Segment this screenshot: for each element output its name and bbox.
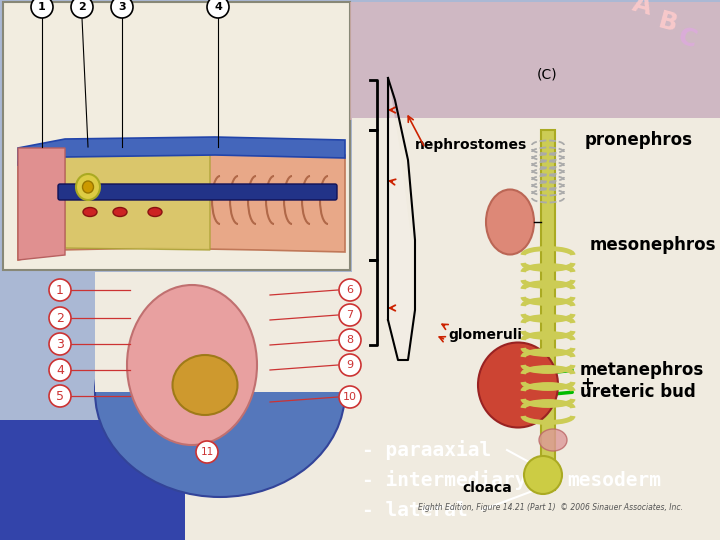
Text: nephrostomes: nephrostomes [415, 138, 527, 152]
Text: cloaca: cloaca [462, 481, 512, 495]
Polygon shape [18, 148, 65, 260]
Text: B: B [655, 9, 680, 37]
Ellipse shape [83, 181, 94, 193]
Text: 7: 7 [346, 310, 354, 320]
Ellipse shape [539, 429, 567, 451]
Text: +: + [580, 375, 594, 393]
Text: ureteric bud: ureteric bud [580, 383, 696, 401]
Text: 2: 2 [78, 2, 86, 12]
FancyBboxPatch shape [58, 184, 337, 200]
Ellipse shape [173, 355, 238, 415]
Text: 4: 4 [214, 2, 222, 12]
Circle shape [339, 354, 361, 376]
Circle shape [339, 279, 361, 301]
Ellipse shape [524, 456, 562, 494]
Text: 2: 2 [56, 312, 64, 325]
Text: 11: 11 [200, 447, 214, 457]
FancyBboxPatch shape [352, 422, 712, 537]
Text: 3: 3 [56, 338, 64, 350]
Text: 6: 6 [346, 285, 354, 295]
Ellipse shape [76, 174, 100, 200]
Circle shape [339, 386, 361, 408]
Text: 8: 8 [346, 335, 354, 345]
Ellipse shape [478, 342, 558, 428]
Bar [95, 272, 350, 392]
Ellipse shape [95, 287, 345, 497]
Ellipse shape [113, 207, 127, 217]
Circle shape [207, 0, 229, 18]
FancyBboxPatch shape [352, 118, 720, 540]
Circle shape [339, 304, 361, 326]
Text: - paraaxial: - paraaxial [362, 440, 491, 460]
Text: glomeruli: glomeruli [448, 328, 522, 342]
Circle shape [339, 329, 361, 351]
Text: - lateral: - lateral [362, 501, 468, 519]
Circle shape [49, 333, 71, 355]
Circle shape [111, 0, 133, 18]
Ellipse shape [148, 207, 162, 217]
Text: 5: 5 [56, 389, 64, 402]
Circle shape [49, 307, 71, 329]
Circle shape [196, 441, 218, 463]
FancyBboxPatch shape [0, 420, 185, 540]
Circle shape [49, 359, 71, 381]
Text: pronephros: pronephros [585, 131, 693, 149]
Text: 1: 1 [56, 284, 64, 296]
Text: 4: 4 [56, 363, 64, 376]
Circle shape [71, 0, 93, 18]
Text: A: A [630, 0, 655, 20]
Text: (C): (C) [536, 68, 557, 82]
Polygon shape [18, 148, 345, 260]
Circle shape [49, 385, 71, 407]
Text: mesonephros: mesonephros [590, 236, 716, 254]
Circle shape [31, 0, 53, 18]
Ellipse shape [486, 190, 534, 254]
FancyBboxPatch shape [541, 130, 555, 490]
Ellipse shape [127, 285, 257, 445]
Text: 1: 1 [38, 2, 46, 12]
Polygon shape [350, 2, 720, 120]
FancyBboxPatch shape [3, 2, 350, 270]
Ellipse shape [83, 207, 97, 217]
Polygon shape [65, 148, 210, 250]
FancyBboxPatch shape [185, 272, 352, 540]
Text: 3: 3 [118, 2, 126, 12]
Polygon shape [18, 137, 345, 165]
Text: metanephros: metanephros [580, 361, 704, 379]
Text: C: C [675, 25, 699, 53]
Text: 9: 9 [346, 360, 354, 370]
Circle shape [49, 279, 71, 301]
Text: Eighth Edition, Figure 14.21 (Part 1)  © 2006 Sinauer Associates, Inc.: Eighth Edition, Figure 14.21 (Part 1) © … [418, 503, 683, 512]
Text: - intermediary: - intermediary [362, 470, 526, 490]
Text: 10: 10 [343, 392, 357, 402]
Polygon shape [390, 80, 412, 355]
Text: mesoderm: mesoderm [567, 470, 661, 489]
